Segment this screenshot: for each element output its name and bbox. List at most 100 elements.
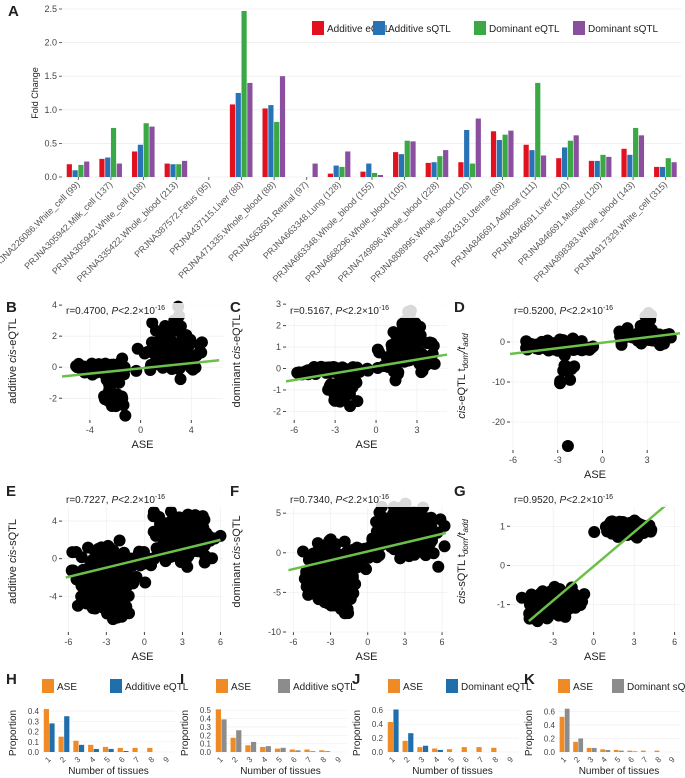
panel-a-bar	[443, 150, 449, 177]
panel-i-bar	[260, 746, 266, 752]
panel-d-ytick-label: -10	[492, 377, 505, 387]
panel-i-xtick-label: 8	[319, 755, 329, 765]
panel-d-point	[561, 440, 574, 453]
panel-j-legend-label: Dominant eQTL	[461, 682, 532, 693]
panel-a-bar	[345, 151, 351, 177]
panel-e-point	[171, 514, 184, 527]
panel-k-xtick-label: 1	[559, 755, 569, 765]
panel-h-bar	[102, 746, 109, 752]
panel-b-point	[171, 320, 184, 333]
panel-k-bar	[564, 708, 570, 752]
panel-h-legend-label: ASE	[57, 682, 77, 693]
panel-g-stat-p_rest: <2.2×10	[566, 495, 603, 506]
panel-e-point	[200, 527, 213, 540]
panel-k-ytick-label: 0.0	[544, 748, 556, 757]
panel-k-bar	[586, 747, 592, 752]
panel-h-ytick-label: 0.4	[28, 707, 40, 716]
panel-c-ytick-label: 3	[276, 299, 281, 309]
panel-e-point	[174, 556, 187, 569]
panel-c-point	[349, 361, 362, 374]
panel-h-xtick-label: 7	[132, 755, 142, 765]
panel-j-bar	[476, 747, 482, 752]
panel-i-bar	[319, 750, 325, 752]
panel-d-stat-bg	[511, 303, 679, 318]
panel-k-bar	[654, 750, 660, 752]
panel-k-xlabel: Number of tissues	[579, 766, 660, 777]
panel-f-stat-p_rest: <2.2×10	[342, 495, 379, 506]
panel-d-ylabel: cis-eQTL tdom/tadd	[456, 333, 470, 419]
panel-e-ylabel-part: -sQTL	[7, 519, 19, 550]
panel-e-point	[102, 598, 115, 611]
panel-e-xtick-label: -6	[64, 637, 72, 647]
panel-j-bar	[408, 733, 414, 752]
panel-g-ylabel-part: cis	[456, 590, 468, 604]
panel-a-bar	[464, 129, 470, 177]
panel-j-bar	[491, 747, 497, 752]
panel-letter-I: I	[180, 671, 184, 688]
panel-a-bar	[665, 158, 671, 177]
panel-h-xtick-label: 8	[147, 755, 157, 765]
panel-f-ytick-label: -10	[268, 627, 281, 637]
panel-i-xtick-label: 5	[274, 755, 284, 765]
panel-e-point	[130, 570, 143, 583]
panel-b-xtick-label: -4	[86, 425, 94, 435]
panel-g-point	[569, 595, 582, 608]
panel-c-stat-r: r=0.5167,	[290, 306, 333, 317]
panel-e-point	[111, 606, 124, 619]
panel-a-bar	[360, 171, 366, 177]
panel-c-ylabel-part: -eQTL	[231, 315, 243, 346]
panel-i-xlabel: Number of tissues	[240, 766, 321, 777]
panel-a-legend-label: Dominant eQTL	[489, 24, 560, 35]
panel-letter-F: F	[230, 483, 239, 500]
panel-b-point	[104, 378, 117, 391]
panel-g-xtick-label: 3	[632, 637, 637, 647]
panel-a-bar	[594, 160, 600, 177]
panel-c-ytick-label: 2	[276, 321, 281, 331]
panel-e-point	[139, 576, 152, 589]
panel-c-point	[323, 379, 336, 392]
panel-c-fit-line	[285, 353, 448, 383]
panel-i-bar	[265, 746, 271, 752]
panel-g-stat-text: r=0.9520, P<2.2×10-16	[514, 494, 613, 506]
panel-c-point	[411, 320, 424, 333]
panel-a-legend-swatch	[474, 21, 486, 35]
panel-j-bar	[437, 749, 443, 752]
panel-e-stat-p: P	[112, 495, 119, 506]
panel-a-bar	[262, 108, 268, 177]
panel-e-point	[190, 517, 203, 530]
panel-h-xtick-label: 1	[43, 755, 53, 765]
panel-d-stat-r: r=0.5200,	[514, 306, 557, 317]
panel-a-bar	[556, 158, 562, 177]
panel-h-bar	[132, 747, 138, 752]
panel-i-xtick-label: 1	[215, 755, 225, 765]
panel-k-xtick-label: 3	[586, 755, 596, 765]
panel-f-xtick-label: 6	[440, 637, 445, 647]
panel-a-bar	[573, 135, 579, 177]
panel-f-stat-r: r=0.7340,	[290, 495, 333, 506]
panel-a-bar	[638, 135, 645, 177]
panel-h-xtick-label: 9	[162, 755, 172, 765]
panel-c-stat-text: r=0.5167, P<2.2×10-16	[290, 305, 389, 317]
panel-a-bar	[105, 157, 111, 177]
panel-a-bar	[659, 166, 666, 177]
panel-a-bar	[475, 118, 481, 177]
panel-d-point	[544, 337, 557, 350]
panel-c-point	[406, 334, 419, 347]
panel-g-ytick-label: 1	[500, 521, 505, 531]
panel-f-ylabel: dominant cis-sQTL	[231, 515, 243, 607]
panel-j-xlabel: Number of tissues	[412, 766, 493, 777]
panel-e-stat-bg	[63, 492, 222, 507]
panel-i-bar	[230, 737, 236, 752]
panel-a-bar	[164, 163, 170, 177]
panel-a-bar	[99, 158, 105, 177]
panel-b-ylabel-part: additive	[7, 363, 19, 404]
panel-e-ytick-label: 4	[52, 516, 57, 526]
panel-c-point	[417, 359, 430, 372]
panel-i-bar	[280, 747, 286, 752]
panel-f-ylabel-part: cis	[231, 545, 243, 559]
panel-c-point	[323, 361, 336, 374]
panel-e-point	[75, 551, 88, 564]
panel-b-point	[146, 316, 159, 329]
panel-b-xlabel: ASE	[131, 439, 153, 451]
panel-i-ytick-label: 0.1	[200, 740, 212, 749]
